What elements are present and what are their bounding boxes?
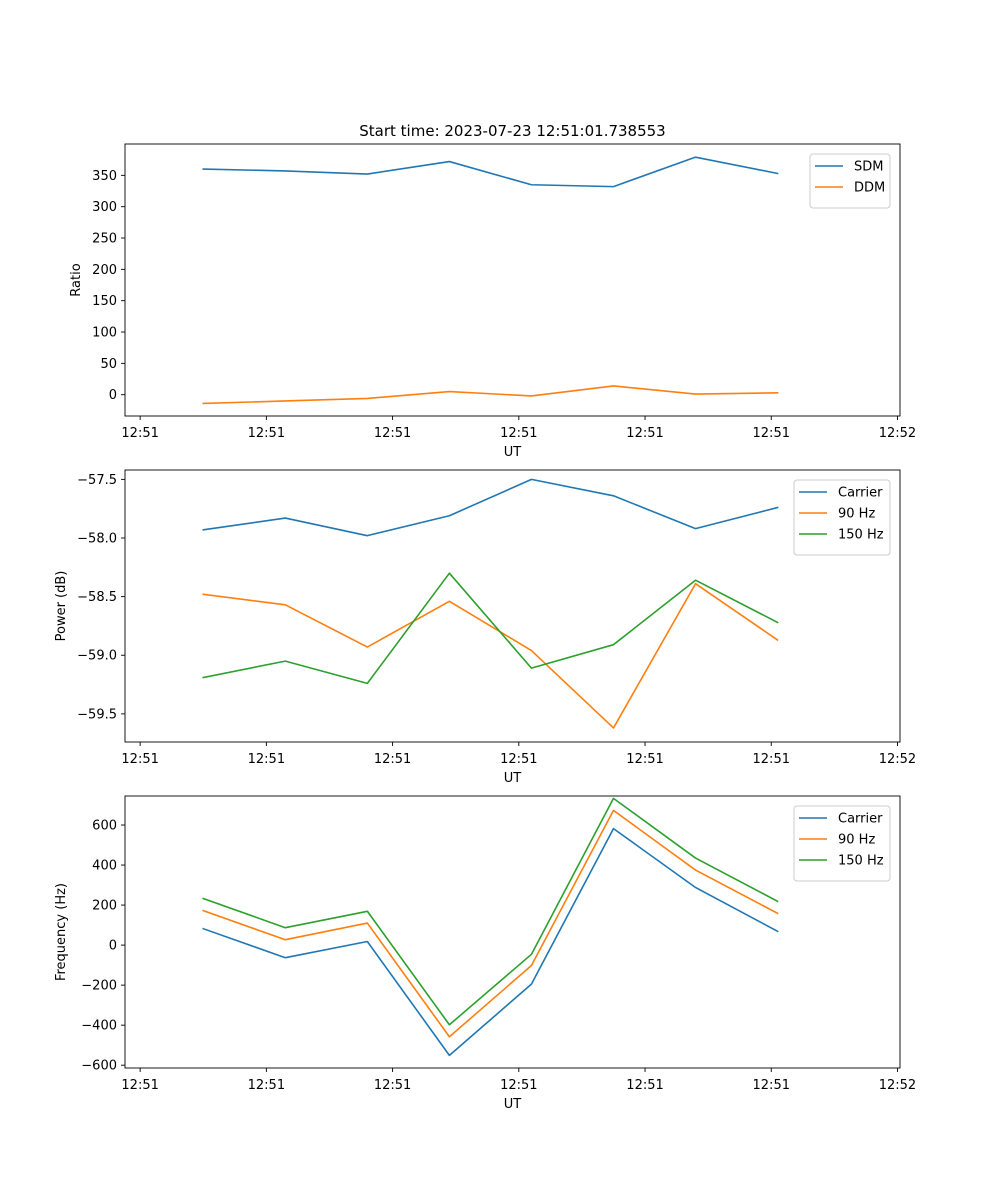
legend-box xyxy=(809,153,891,209)
legend: SDM DDM xyxy=(809,153,891,209)
legend-label-150-hz: 150 Hz xyxy=(838,854,884,869)
x-tick-label: 12:51 xyxy=(500,426,537,441)
x-tick-label: 12:51 xyxy=(374,426,411,441)
legend-label-carrier: Carrier xyxy=(838,812,883,827)
y-tick-label: −600 xyxy=(81,1059,117,1074)
y-tick-label: 200 xyxy=(92,899,117,914)
y-tick-label: −58.0 xyxy=(77,532,117,547)
y-tick-label: 200 xyxy=(92,263,117,278)
subplot-2: 12:51 12:51 12:51 12:51 12:51 12:51 12:52 −59.5… xyxy=(54,469,916,786)
series-line-90-hz xyxy=(202,809,779,1038)
y-tick-label: 600 xyxy=(92,819,117,834)
y-tick-label: −57.5 xyxy=(77,473,117,488)
x-axis-label: UT xyxy=(504,771,522,786)
y-tick-label: 0 xyxy=(109,939,117,954)
legend-label-carrier: Carrier xyxy=(838,486,883,501)
x-tick-label: 12:51 xyxy=(374,752,411,767)
y-tick-label: 150 xyxy=(92,294,117,309)
x-tick-label: 12:51 xyxy=(121,426,158,441)
legend-label-sdm: SDM xyxy=(854,160,883,175)
x-tick-label: 12:51 xyxy=(626,426,663,441)
y-tick-label: 400 xyxy=(92,859,117,874)
y-tick-label: −200 xyxy=(81,979,117,994)
x-tick-label: 12:51 xyxy=(753,752,790,767)
plot-area xyxy=(202,478,779,729)
series-line-150-hz xyxy=(202,572,779,685)
x-axis-label: UT xyxy=(504,1097,522,1112)
x-tick-label: 12:51 xyxy=(626,1078,663,1093)
legend-label-90-hz: 90 Hz xyxy=(838,833,875,848)
legend-label-150-hz: 150 Hz xyxy=(838,528,884,543)
x-tick-label: 12:52 xyxy=(879,1078,916,1093)
y-tick-label: 0 xyxy=(109,388,117,403)
series-line-150-hz xyxy=(202,797,779,1026)
plot-area xyxy=(202,797,779,1057)
y-tick-label: −59.5 xyxy=(77,707,117,722)
y-axis-label: Ratio xyxy=(69,263,84,296)
x-tick-label: 12:51 xyxy=(753,1078,790,1093)
x-tick-label: 12:51 xyxy=(121,1078,158,1093)
series-line-carrier xyxy=(202,478,779,537)
y-tick-label: −400 xyxy=(81,1019,117,1034)
series-line-carrier xyxy=(202,827,779,1057)
legend: Carrier 90 Hz 150 Hz xyxy=(793,479,891,556)
x-tick-label: 12:52 xyxy=(879,426,916,441)
subplot-1: 12:51 12:51 12:51 12:51 12:51 12:51 12:52 0 50 10… xyxy=(69,143,916,460)
subplot-3: 12:51 12:51 12:51 12:51 12:51 12:51 12:52 −600 −… xyxy=(54,795,916,1112)
y-tick-label: 250 xyxy=(92,232,117,247)
y-tick-label: 350 xyxy=(92,169,117,184)
axes-frame xyxy=(124,143,901,417)
x-axis-label: UT xyxy=(504,445,522,460)
legend-box xyxy=(793,805,891,882)
y-tick-label: −58.5 xyxy=(77,590,117,605)
y-tick-label: 50 xyxy=(100,357,117,372)
x-tick-label: 12:51 xyxy=(248,426,285,441)
legend-box xyxy=(793,479,891,556)
axes-frame xyxy=(124,469,901,743)
legend-label-90-hz: 90 Hz xyxy=(838,507,875,522)
y-axis-label: Frequency (Hz) xyxy=(54,883,69,981)
x-tick-label: 12:51 xyxy=(248,752,285,767)
y-tick-label: 100 xyxy=(92,326,117,341)
figure-title: Start time: 2023-07-23 12:51:01.738553 xyxy=(359,122,665,140)
x-tick-label: 12:51 xyxy=(626,752,663,767)
y-axis-label: Power (dB) xyxy=(54,571,69,642)
y-tick-label: −59.0 xyxy=(77,649,117,664)
series-line-90-hz xyxy=(202,582,779,729)
x-tick-label: 12:51 xyxy=(500,1078,537,1093)
x-tick-label: 12:51 xyxy=(500,752,537,767)
legend: Carrier 90 Hz 150 Hz xyxy=(793,805,891,882)
x-tick-label: 12:51 xyxy=(374,1078,411,1093)
series-line-sdm xyxy=(202,156,779,188)
plot-area xyxy=(202,156,779,405)
series-line-ddm xyxy=(202,385,779,405)
subplots: 12:51 12:51 12:51 12:51 12:51 12:51 12:52 0 50 10… xyxy=(54,143,916,1112)
x-tick-label: 12:51 xyxy=(753,426,790,441)
x-tick-label: 12:51 xyxy=(248,1078,285,1093)
legend-label-ddm: DDM xyxy=(854,181,885,196)
x-tick-label: 12:52 xyxy=(879,752,916,767)
x-tick-label: 12:51 xyxy=(121,752,158,767)
y-tick-label: 300 xyxy=(92,200,117,215)
axes-frame xyxy=(124,795,901,1069)
